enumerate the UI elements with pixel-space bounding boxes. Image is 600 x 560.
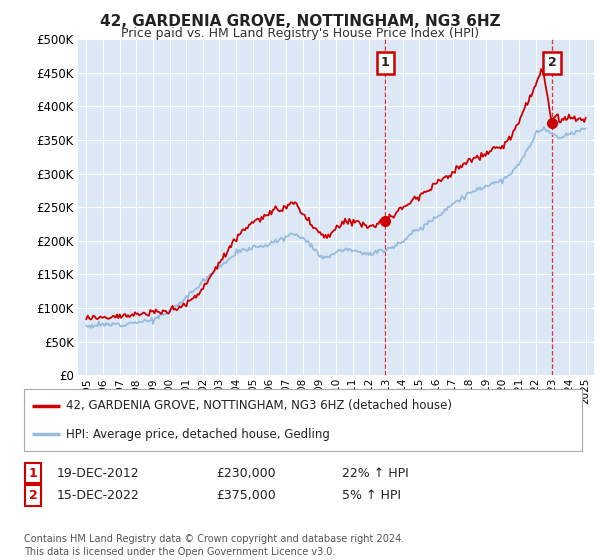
- Text: 2: 2: [548, 56, 556, 69]
- Text: £230,000: £230,000: [216, 466, 275, 480]
- Text: HPI: Average price, detached house, Gedling: HPI: Average price, detached house, Gedl…: [66, 428, 330, 441]
- Text: 5% ↑ HPI: 5% ↑ HPI: [342, 489, 401, 502]
- Text: Price paid vs. HM Land Registry's House Price Index (HPI): Price paid vs. HM Land Registry's House …: [121, 27, 479, 40]
- Text: 22% ↑ HPI: 22% ↑ HPI: [342, 466, 409, 480]
- Text: 15-DEC-2022: 15-DEC-2022: [57, 489, 140, 502]
- Text: 19-DEC-2012: 19-DEC-2012: [57, 466, 140, 480]
- Text: 42, GARDENIA GROVE, NOTTINGHAM, NG3 6HZ (detached house): 42, GARDENIA GROVE, NOTTINGHAM, NG3 6HZ …: [66, 399, 452, 412]
- Text: Contains HM Land Registry data © Crown copyright and database right 2024.
This d: Contains HM Land Registry data © Crown c…: [24, 534, 404, 557]
- Text: 42, GARDENIA GROVE, NOTTINGHAM, NG3 6HZ: 42, GARDENIA GROVE, NOTTINGHAM, NG3 6HZ: [100, 14, 500, 29]
- Text: 2: 2: [29, 489, 37, 502]
- Text: 1: 1: [29, 466, 37, 480]
- Text: 1: 1: [381, 56, 390, 69]
- Text: £375,000: £375,000: [216, 489, 276, 502]
